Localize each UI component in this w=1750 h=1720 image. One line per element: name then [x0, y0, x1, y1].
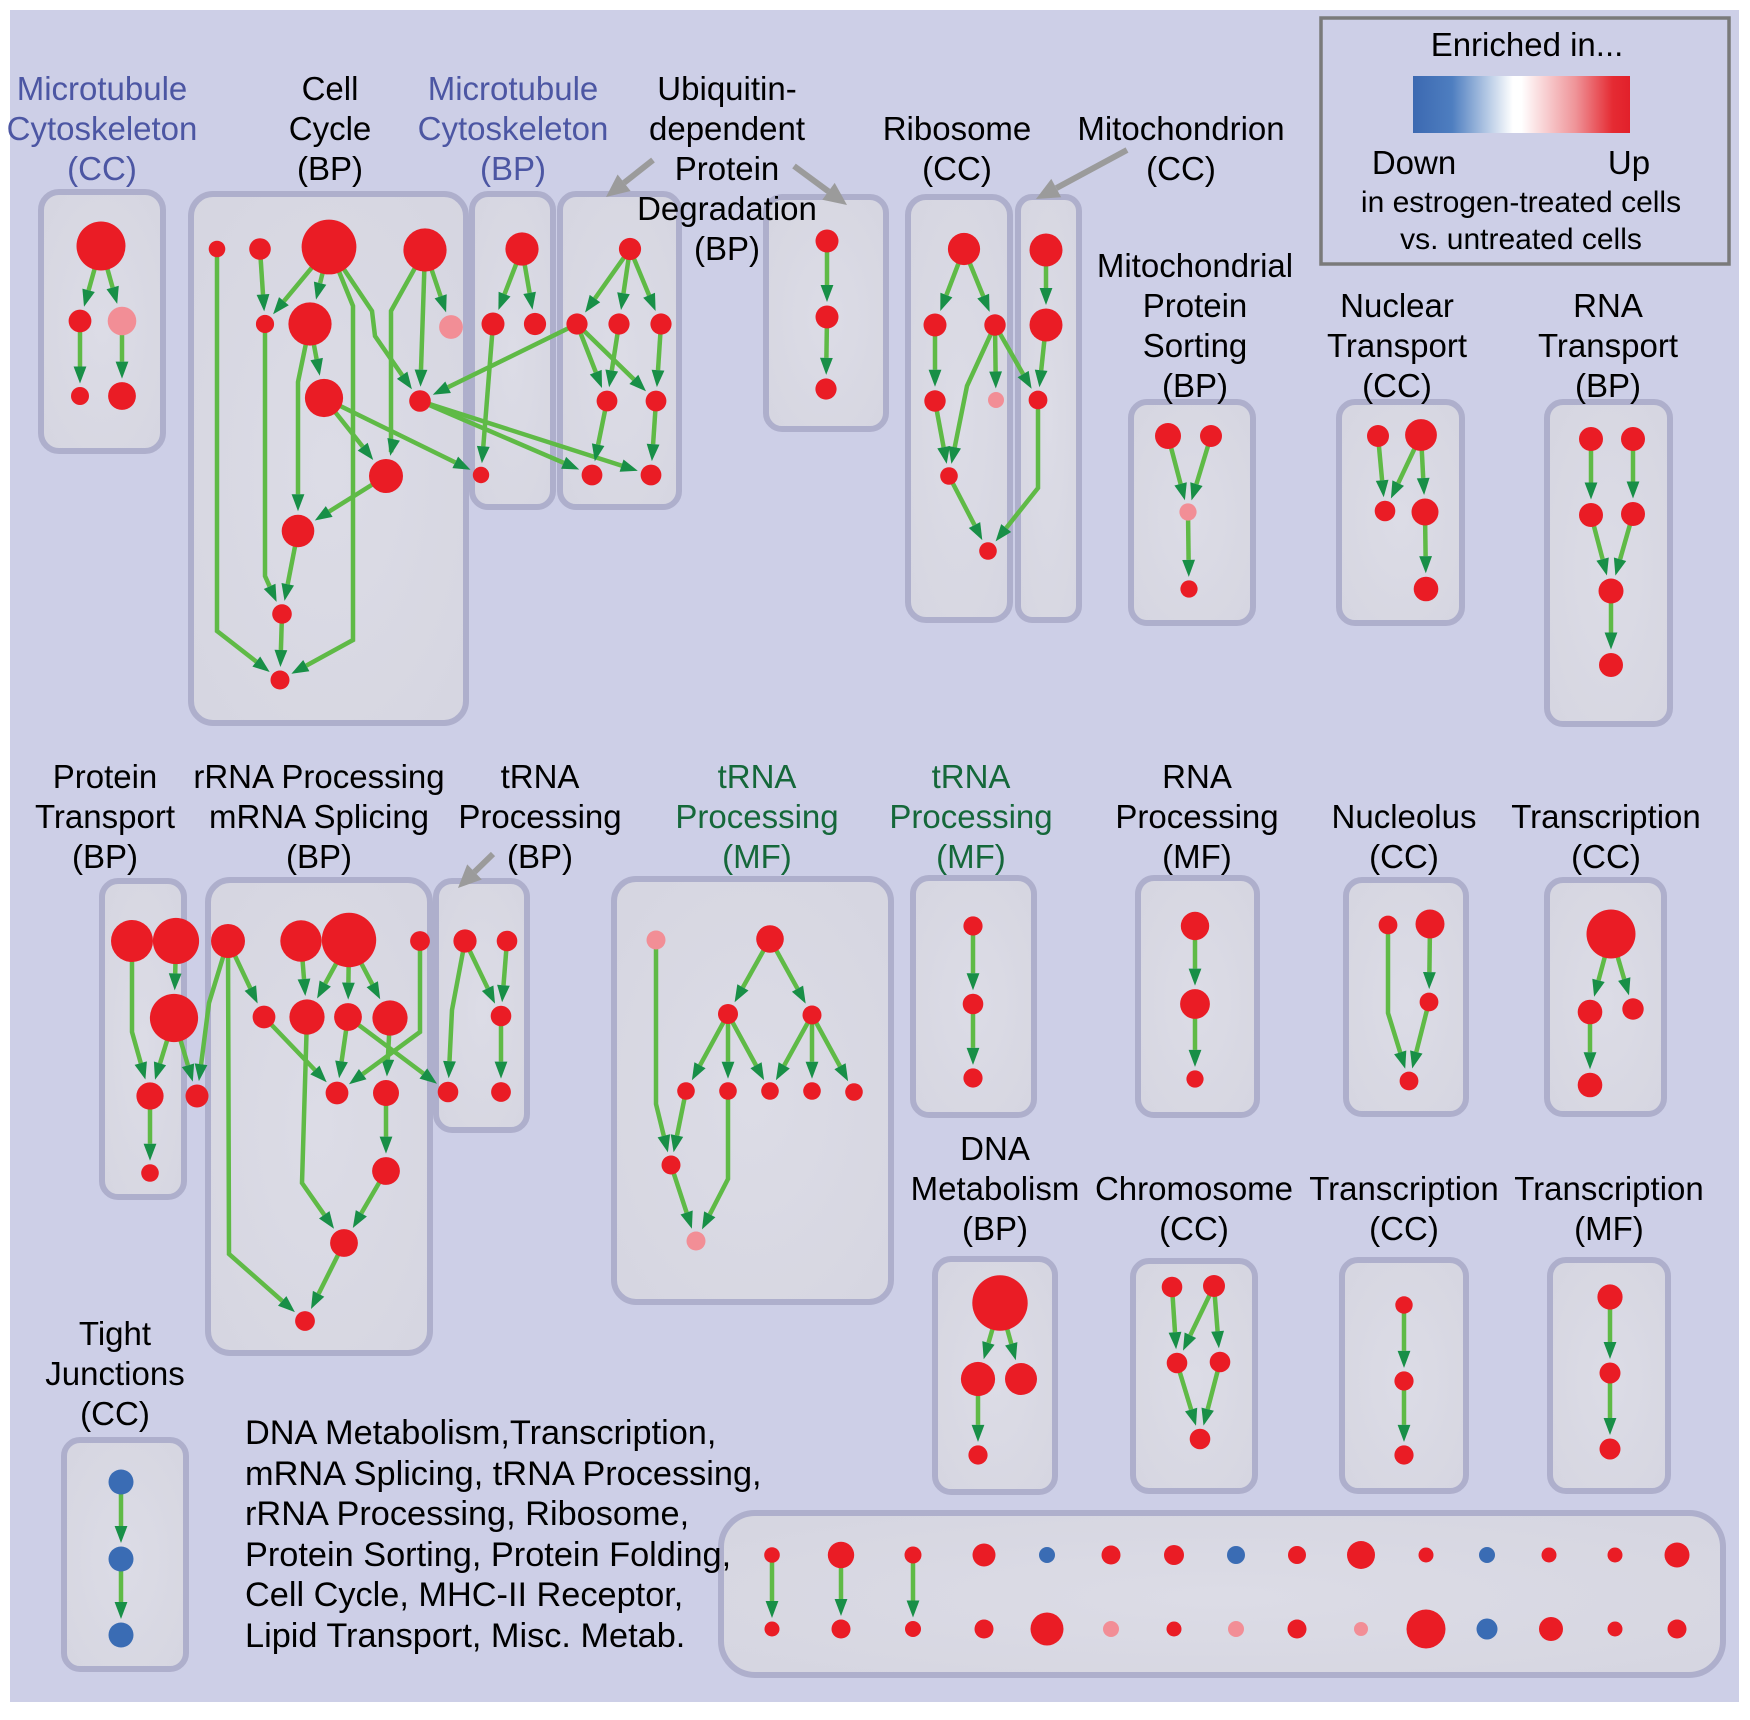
svg-text:(CC): (CC) [1362, 367, 1432, 404]
svg-text:Microtubule: Microtubule [428, 70, 599, 107]
svg-text:(CC): (CC) [922, 150, 992, 187]
svg-text:Processing: Processing [675, 798, 838, 835]
svg-text:(CC): (CC) [67, 150, 137, 187]
svg-text:Microtubule: Microtubule [17, 70, 188, 107]
svg-text:Processing: Processing [458, 798, 621, 835]
svg-text:(BP): (BP) [1575, 367, 1641, 404]
svg-text:tRNA: tRNA [718, 758, 797, 795]
svg-text:(MF): (MF) [722, 838, 792, 875]
svg-text:(BP): (BP) [507, 838, 573, 875]
svg-text:(BP): (BP) [1162, 367, 1228, 404]
svg-text:Ribosome: Ribosome [883, 110, 1032, 147]
svg-text:Junctions: Junctions [45, 1355, 184, 1392]
svg-text:rRNA Processing: rRNA Processing [193, 758, 444, 795]
svg-text:Mitochondrial: Mitochondrial [1097, 247, 1293, 284]
svg-text:(BP): (BP) [962, 1210, 1028, 1247]
svg-text:Nucleolus: Nucleolus [1332, 798, 1477, 835]
svg-text:Transport: Transport [1538, 327, 1678, 364]
svg-text:Processing: Processing [889, 798, 1052, 835]
svg-text:Cycle: Cycle [289, 110, 372, 147]
svg-text:Processing: Processing [1115, 798, 1278, 835]
svg-text:tRNA: tRNA [932, 758, 1011, 795]
svg-text:Up: Up [1608, 144, 1650, 181]
svg-text:Cell: Cell [302, 70, 359, 107]
svg-text:(BP): (BP) [694, 230, 760, 267]
svg-text:Transcription: Transcription [1511, 798, 1701, 835]
svg-text:Nuclear: Nuclear [1340, 287, 1454, 324]
svg-text:Lipid Transport, Misc. Metab.: Lipid Transport, Misc. Metab. [245, 1617, 685, 1655]
svg-text:rRNA Processing, Ribosome,: rRNA Processing, Ribosome, [245, 1495, 689, 1533]
svg-text:Transport: Transport [1327, 327, 1467, 364]
svg-text:(MF): (MF) [1162, 838, 1232, 875]
svg-text:DNA: DNA [960, 1130, 1030, 1167]
svg-text:Transcription: Transcription [1514, 1170, 1704, 1207]
svg-text:(CC): (CC) [80, 1395, 150, 1432]
svg-text:(MF): (MF) [936, 838, 1006, 875]
svg-text:(BP): (BP) [72, 838, 138, 875]
svg-text:Cytoskeleton: Cytoskeleton [418, 110, 609, 147]
svg-text:Transcription: Transcription [1309, 1170, 1499, 1207]
svg-text:(BP): (BP) [286, 838, 352, 875]
svg-text:Transport: Transport [35, 798, 175, 835]
svg-text:in estrogen-treated cells: in estrogen-treated cells [1361, 186, 1681, 219]
svg-text:Degradation: Degradation [637, 190, 817, 227]
svg-text:dependent: dependent [649, 110, 805, 147]
svg-text:tRNA: tRNA [501, 758, 580, 795]
svg-text:(CC): (CC) [1571, 838, 1641, 875]
svg-text:(CC): (CC) [1369, 1210, 1439, 1247]
svg-text:(CC): (CC) [1159, 1210, 1229, 1247]
svg-text:Cytoskeleton: Cytoskeleton [7, 110, 198, 147]
svg-text:RNA: RNA [1573, 287, 1643, 324]
svg-text:Cell Cycle, MHC-II Receptor,: Cell Cycle, MHC-II Receptor, [245, 1576, 683, 1614]
svg-text:(CC): (CC) [1369, 838, 1439, 875]
svg-text:Protein Sorting, Protein Foldi: Protein Sorting, Protein Folding, [245, 1536, 731, 1574]
svg-text:(BP): (BP) [297, 150, 363, 187]
svg-text:Tight: Tight [79, 1315, 151, 1352]
svg-text:Chromosome: Chromosome [1095, 1170, 1293, 1207]
svg-text:(BP): (BP) [480, 150, 546, 187]
svg-text:Enriched in...: Enriched in... [1431, 26, 1624, 63]
svg-text:Protein: Protein [675, 150, 780, 187]
svg-text:Mitochondrion: Mitochondrion [1077, 110, 1284, 147]
svg-text:DNA Metabolism,Transcription,: DNA Metabolism,Transcription, [245, 1414, 716, 1452]
svg-text:vs. untreated cells: vs. untreated cells [1400, 223, 1642, 256]
svg-text:Protein: Protein [1143, 287, 1248, 324]
svg-text:Protein: Protein [53, 758, 158, 795]
svg-text:Down: Down [1372, 144, 1456, 181]
svg-text:RNA: RNA [1162, 758, 1232, 795]
svg-text:Ubiquitin-: Ubiquitin- [657, 70, 796, 107]
svg-text:(MF): (MF) [1574, 1210, 1644, 1247]
svg-text:(CC): (CC) [1146, 150, 1216, 187]
svg-text:Sorting: Sorting [1143, 327, 1248, 364]
svg-text:Metabolism: Metabolism [911, 1170, 1080, 1207]
svg-text:mRNA Splicing: mRNA Splicing [209, 798, 429, 835]
svg-text:mRNA Splicing, tRNA Processing: mRNA Splicing, tRNA Processing, [245, 1455, 762, 1493]
